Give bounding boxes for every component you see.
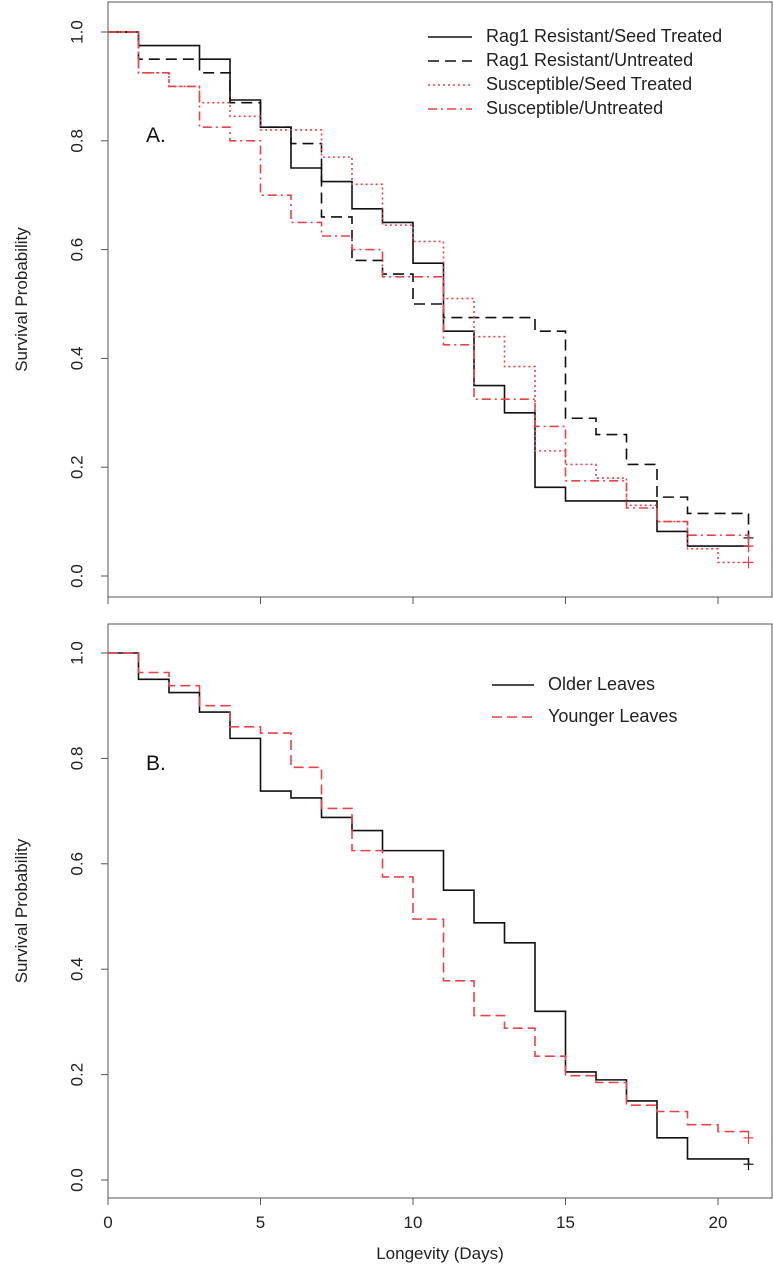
survival-series-line bbox=[108, 31, 750, 538]
survival-series-line bbox=[108, 31, 750, 547]
survival-series-line bbox=[108, 652, 750, 1165]
legend-label: Susceptible/Untreated bbox=[486, 98, 663, 118]
y-tick-label: 1.0 bbox=[67, 641, 86, 665]
legend-label: Rag1 Resistant/Untreated bbox=[486, 50, 693, 70]
panel-label: A. bbox=[146, 124, 166, 147]
x-tick-label: 20 bbox=[709, 1213, 728, 1232]
panel-b-survival-chart: 0.0 0.2 0.4 0.6 0.8 1.0 0 5 10 15 20 Survival Proba… bbox=[12, 623, 773, 1263]
legend-label: Rag1 Resistant/Seed Treated bbox=[486, 26, 722, 46]
x-tick-label: 0 bbox=[103, 1213, 112, 1232]
y-tick-label: 0.6 bbox=[67, 238, 86, 262]
y-tick-label: 0.8 bbox=[67, 129, 86, 153]
y-axis-title: Survival Probability bbox=[12, 227, 31, 372]
panel-label: B. bbox=[146, 752, 166, 775]
y-tick-label: 0.4 bbox=[67, 957, 86, 981]
x-tick-label: 15 bbox=[556, 1213, 575, 1232]
legend-label: Younger Leaves bbox=[548, 706, 677, 726]
legend-label: Older Leaves bbox=[548, 674, 655, 694]
y-axis-title: Survival Probability bbox=[12, 838, 31, 983]
survival-series-line bbox=[108, 652, 750, 1138]
y-tick-label: 0.8 bbox=[67, 747, 86, 771]
x-tick-label: 5 bbox=[256, 1213, 265, 1232]
x-axis-title: Longevity (Days) bbox=[376, 1244, 504, 1263]
survival-series-line bbox=[108, 31, 749, 547]
y-tick-label: 1.0 bbox=[67, 20, 86, 44]
y-tick-label: 0.6 bbox=[67, 852, 86, 876]
plot-frame bbox=[107, 1, 773, 598]
x-tick-label: 10 bbox=[404, 1213, 423, 1232]
panel-a-survival-chart: 0.0 0.2 0.4 0.6 0.8 1.0 Survival Probability A.… bbox=[12, 1, 773, 604]
plot-frame bbox=[107, 623, 773, 1199]
y-tick-label: 0.0 bbox=[67, 564, 86, 588]
legend-label: Susceptible/Seed Treated bbox=[486, 74, 692, 94]
y-tick-label: 0.4 bbox=[67, 347, 86, 371]
y-tick-label: 0.0 bbox=[67, 1168, 86, 1192]
y-tick-label: 0.2 bbox=[67, 455, 86, 479]
y-tick-label: 0.2 bbox=[67, 1063, 86, 1087]
